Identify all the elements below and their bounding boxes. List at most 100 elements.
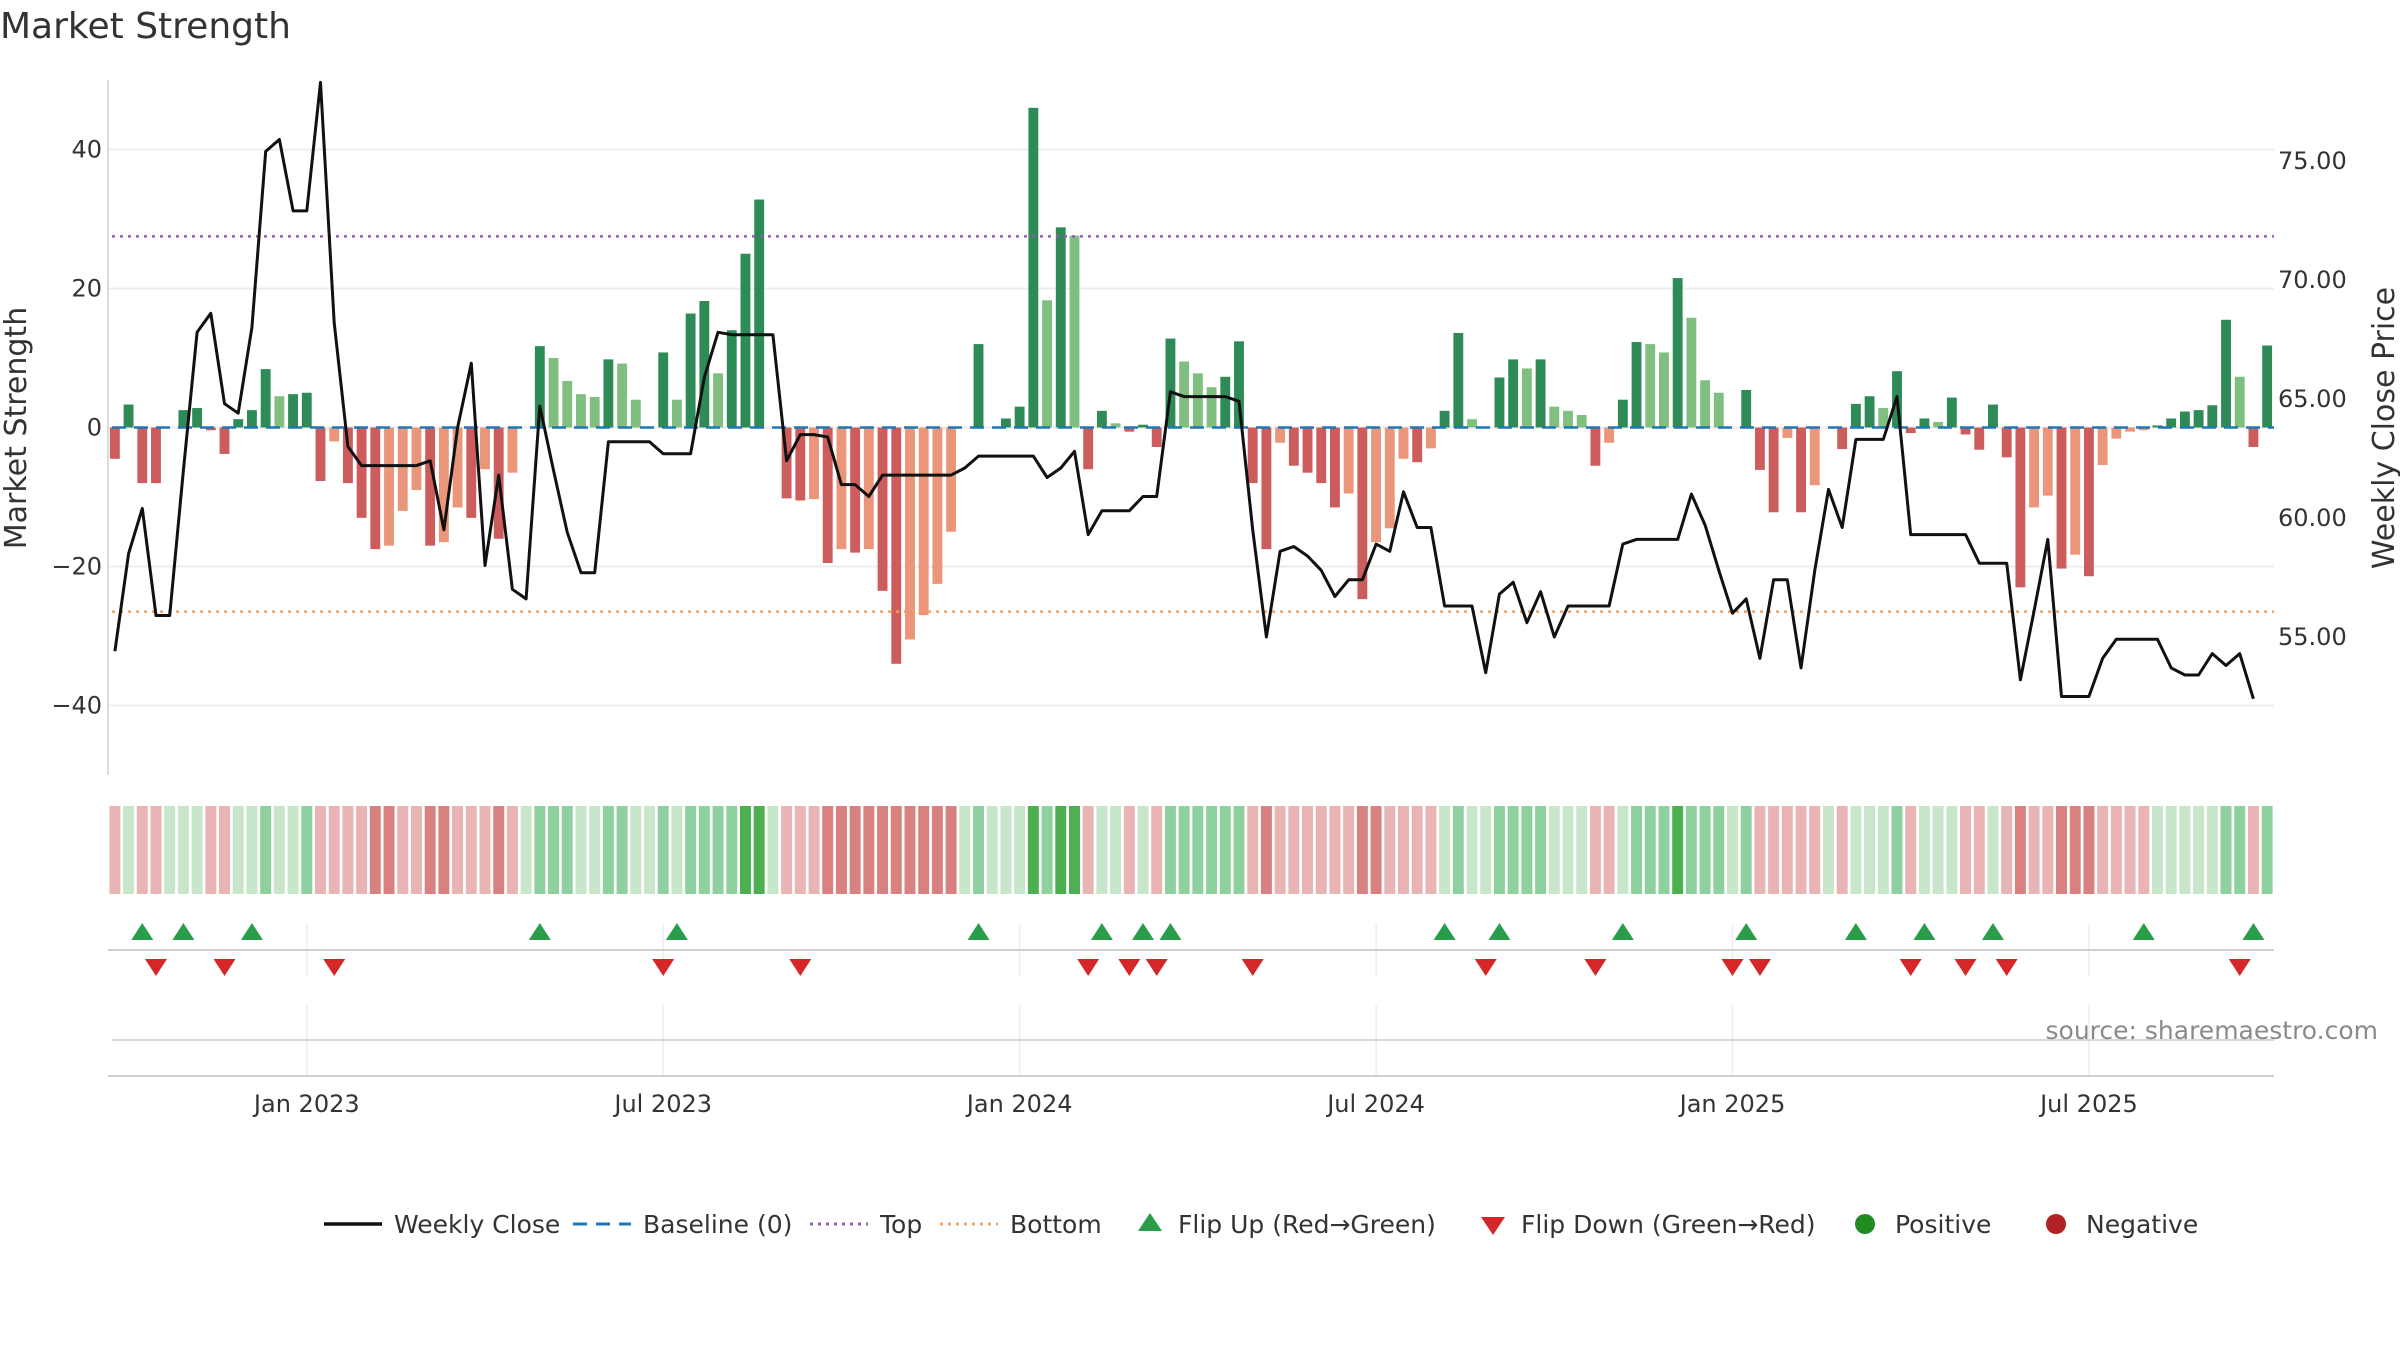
heat-cell [616, 806, 628, 894]
strength-bar [1686, 317, 1697, 428]
strength-bar [1000, 418, 1011, 428]
strength-bar [795, 427, 806, 501]
strength-bar [2029, 427, 2040, 508]
heat-cell [726, 806, 738, 894]
heat-cell [177, 806, 189, 894]
strength-bar [1549, 406, 1560, 428]
strength-bar [466, 427, 477, 518]
strength-bar [713, 373, 723, 428]
heat-cell [1644, 806, 1656, 894]
strength-bar [1590, 427, 1601, 466]
heat-cell [1425, 806, 1437, 894]
flip-up-marker [665, 923, 688, 940]
strength-bar [589, 396, 600, 428]
flip-up-marker [1433, 923, 1456, 940]
flip-up-marker [1735, 923, 1758, 940]
strength-bar [1439, 410, 1450, 428]
heat-cell [506, 806, 518, 894]
strength-bar [1096, 410, 1107, 428]
strength-bar [370, 427, 381, 550]
y-tick-label-left: −20 [51, 553, 102, 581]
heat-cell [589, 806, 601, 894]
legend-item: Baseline (0) [573, 1210, 792, 1239]
flip-down-marker [1899, 959, 1922, 976]
heat-cell [767, 806, 779, 894]
heat-cell [1096, 806, 1108, 894]
strength-bar [2056, 427, 2067, 569]
heat-cell [890, 806, 902, 894]
legend-label: Top [879, 1210, 922, 1239]
lower-date-panel: Jan 2023 Jul 2023 Jan 2024 Jul 2024 Jan 2025… [108, 1005, 2274, 1118]
heat-cell [1877, 806, 1889, 894]
flip-down-marker [1584, 959, 1607, 976]
heat-cell [904, 806, 916, 894]
strength-bar [205, 427, 216, 431]
y-tick-label-left: −40 [51, 692, 102, 720]
heat-cell [2083, 806, 2095, 894]
legend-item: Flip Down (Green→Red) [1481, 1210, 1816, 1239]
strength-bar [480, 427, 490, 470]
strength-bar [1645, 344, 1656, 428]
heat-cell [1932, 806, 1944, 894]
y-tick-label-left: 40 [71, 136, 102, 164]
heat-cell [822, 806, 834, 894]
heat-cell [1631, 806, 1643, 894]
heat-cell [2179, 806, 2191, 894]
flip-down-marker [1995, 959, 2018, 976]
heat-cell [808, 806, 820, 894]
heat-cell [479, 806, 491, 894]
strength-bar [630, 399, 641, 428]
strength-bar [1974, 427, 1985, 450]
legend-item: Negative [2046, 1210, 2198, 1239]
strength-bar [109, 427, 120, 459]
flip-down-marker [2228, 959, 2251, 976]
strength-bar [2207, 405, 2218, 428]
heat-cell [959, 806, 971, 894]
heat-cell [1493, 806, 1505, 894]
heat-cell [397, 806, 409, 894]
heat-cell [2165, 806, 2177, 894]
heat-cell [575, 806, 587, 894]
strength-bar [1741, 389, 1752, 428]
flip-up-marker [240, 923, 263, 940]
flip-up-marker [528, 923, 551, 940]
heat-cell [1809, 806, 1821, 894]
heat-cell [1000, 806, 1012, 894]
strength-bar [1631, 342, 1642, 428]
flip-up-marker [172, 923, 195, 940]
strength-bar [233, 419, 244, 428]
heat-cell [2151, 806, 2163, 894]
heat-cell [931, 806, 943, 894]
heat-cell [1219, 806, 1231, 894]
heat-cell [1918, 806, 1930, 894]
strength-bar [1234, 341, 1244, 428]
heat-cell [136, 806, 148, 894]
x-tick-label: Jul 2024 [1325, 1090, 1425, 1118]
legend-label: Bottom [1010, 1210, 1102, 1239]
strength-bar [1206, 387, 1217, 428]
strength-bar [1220, 376, 1231, 428]
flip-up-marker [1611, 923, 1634, 940]
legend-swatch [1855, 1214, 1875, 1234]
strength-bar [1014, 406, 1025, 428]
heat-cell [342, 806, 354, 894]
strength-bar [2125, 427, 2135, 432]
heat-cell [698, 806, 710, 894]
heat-cell [287, 806, 299, 894]
heat-cell [493, 806, 505, 894]
legend-item: Positive [1855, 1210, 1991, 1239]
heat-cell [1370, 806, 1382, 894]
flip-up-marker [1844, 923, 1867, 940]
heat-cell [2124, 806, 2136, 894]
strength-bar [1357, 427, 1368, 600]
flip-down-marker [652, 959, 675, 976]
strength-bar [905, 427, 915, 640]
strength-bar [754, 199, 765, 428]
heat-cell [561, 806, 573, 894]
heat-cell [945, 806, 957, 894]
heat-cell [1439, 806, 1451, 894]
flip-up-marker [1132, 923, 1155, 940]
heat-cell [1754, 806, 1766, 894]
heat-cell [410, 806, 422, 894]
y-axis-left-title: Market Strength [0, 307, 34, 549]
